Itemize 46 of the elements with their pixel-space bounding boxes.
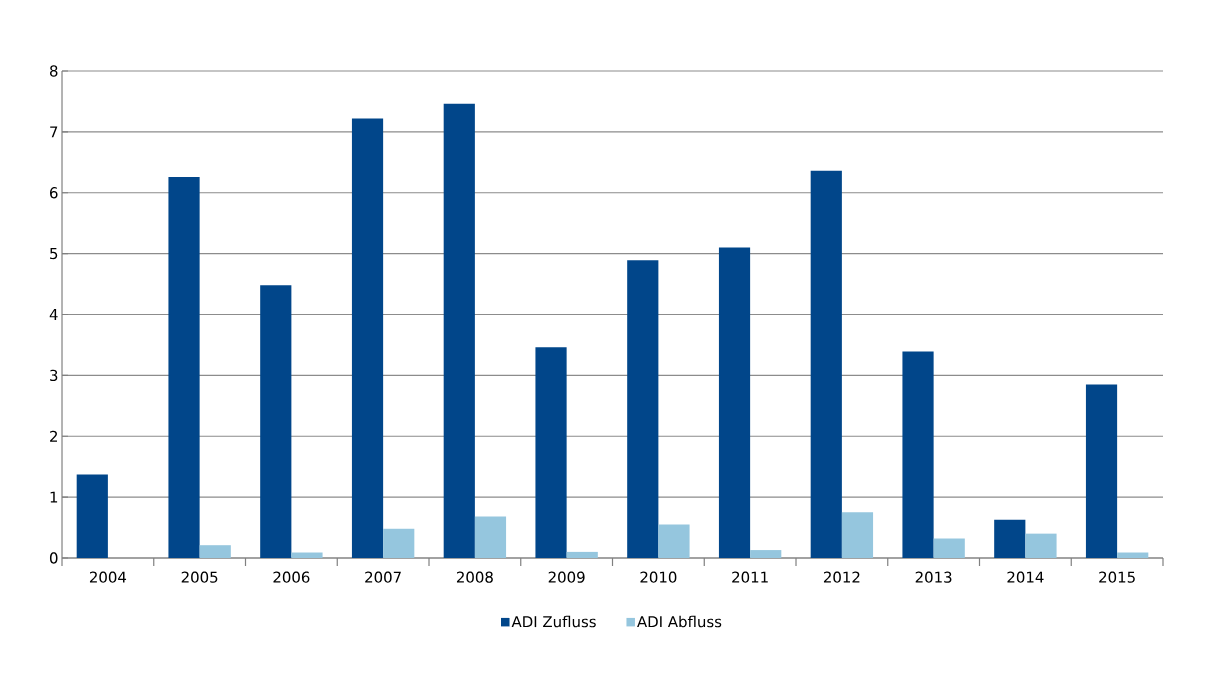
x-tick-label: 2006 bbox=[273, 571, 310, 583]
bar bbox=[1117, 552, 1149, 558]
y-tick-label: 1 bbox=[50, 491, 58, 503]
legend-label: ADI Abfluss bbox=[637, 615, 722, 628]
bar bbox=[1025, 533, 1057, 558]
y-tick-label: 8 bbox=[50, 65, 58, 77]
bar bbox=[994, 519, 1026, 558]
bar bbox=[627, 260, 659, 558]
x-tick-label: 2008 bbox=[456, 571, 493, 583]
x-tick-label: 2009 bbox=[548, 571, 585, 583]
bar bbox=[566, 551, 598, 558]
bar bbox=[260, 285, 292, 558]
bar bbox=[168, 176, 200, 558]
bar bbox=[1085, 384, 1118, 558]
bar bbox=[841, 512, 874, 558]
x-tick-label: 2010 bbox=[640, 571, 677, 583]
bar bbox=[810, 170, 842, 558]
x-tick-label: 2014 bbox=[1007, 571, 1044, 583]
bar bbox=[474, 516, 507, 558]
y-tick-label: 4 bbox=[49, 309, 58, 320]
y-tick-label: 0 bbox=[49, 552, 58, 564]
x-tick-label: 2013 bbox=[915, 571, 952, 583]
x-tick-label: 2004 bbox=[89, 571, 127, 583]
bar bbox=[902, 351, 934, 558]
y-tick-label: 5 bbox=[50, 248, 58, 260]
x-tick-label: 2015 bbox=[1099, 571, 1135, 583]
legend-label: ADI Zufluss bbox=[511, 615, 596, 628]
y-tick-label: 3 bbox=[50, 369, 58, 382]
x-tick-label: 2011 bbox=[732, 571, 768, 583]
bar bbox=[199, 545, 231, 558]
bar bbox=[535, 347, 567, 558]
bar bbox=[351, 118, 384, 558]
bar bbox=[750, 550, 782, 558]
bar bbox=[443, 103, 475, 558]
bar bbox=[76, 474, 108, 558]
bar bbox=[658, 524, 690, 558]
bar bbox=[933, 538, 965, 558]
y-tick-label: 6 bbox=[50, 187, 58, 199]
bar bbox=[383, 528, 415, 558]
x-tick-label: 2012 bbox=[823, 571, 860, 583]
bar bbox=[718, 247, 751, 558]
bar bbox=[291, 552, 323, 558]
x-tick-label: 2007 bbox=[365, 571, 401, 583]
y-tick-label: 7 bbox=[50, 126, 58, 138]
y-tick-label: 2 bbox=[50, 430, 57, 442]
x-tick-label: 2005 bbox=[181, 571, 218, 583]
